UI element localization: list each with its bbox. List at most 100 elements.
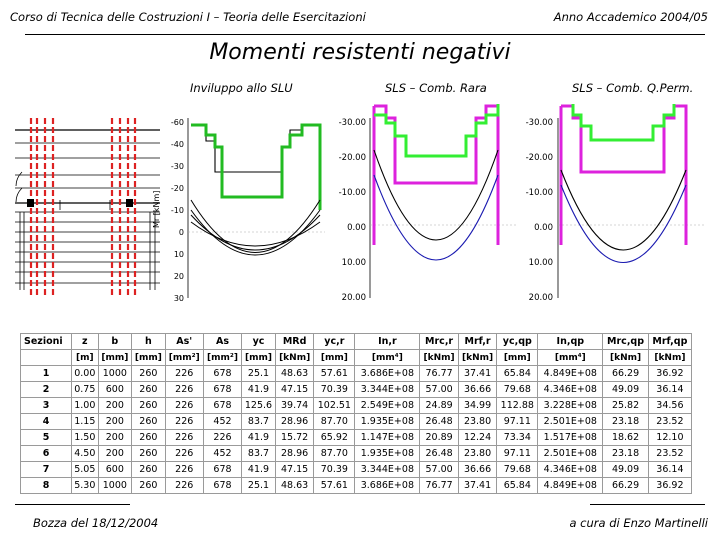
table-cell: 226 bbox=[202, 429, 243, 446]
table-cell: 452 bbox=[202, 445, 243, 462]
table-cell: 49.09 bbox=[602, 381, 649, 398]
table-cell: 36.14 bbox=[647, 381, 693, 398]
col-header: Mrc,r bbox=[419, 333, 459, 350]
caption-sls-rara: SLS – Comb. Rara bbox=[385, 81, 487, 95]
table-cell: 600 bbox=[97, 461, 133, 478]
col-header: z bbox=[71, 333, 99, 350]
table-cell: 34.56 bbox=[647, 397, 693, 414]
table-cell: 37.41 bbox=[457, 365, 498, 382]
col-header: Mrf,qp bbox=[647, 333, 693, 350]
caption-slu: Inviluppo allo SLU bbox=[190, 81, 293, 95]
table-row: 1 0.00 1000 260 226 678 25.1 48.63 57.61 3.686E+0… bbox=[19, 365, 693, 382]
table-cell: 4.50 bbox=[71, 445, 99, 462]
table-cell: 125.6 bbox=[241, 397, 276, 414]
table-cell: 1000 bbox=[97, 365, 133, 382]
table-cell: 24.89 bbox=[419, 397, 459, 414]
table-cell: 260 bbox=[131, 381, 166, 398]
col-header: In,qp bbox=[537, 333, 604, 350]
table-cell: 87.70 bbox=[313, 413, 356, 430]
qperm-tick: 10.00 bbox=[529, 258, 553, 268]
table-cell: 200 bbox=[97, 429, 133, 446]
unit-cell: [mm] bbox=[241, 349, 276, 366]
table-cell: 26.48 bbox=[419, 413, 459, 430]
table-cell: 87.70 bbox=[313, 445, 356, 462]
col-header: As bbox=[202, 333, 243, 350]
table-cell: 260 bbox=[131, 461, 166, 478]
table-cell: 3.228E+08 bbox=[537, 397, 604, 414]
table-cell: 260 bbox=[131, 365, 166, 382]
unit-cell: [mm⁴] bbox=[354, 349, 421, 366]
table-cell: 5.05 bbox=[71, 461, 99, 478]
col-header: yc,r bbox=[313, 333, 356, 350]
table-cell: 28.96 bbox=[274, 413, 315, 430]
col-header: MRd bbox=[274, 333, 315, 350]
rara-concrete-limit-line bbox=[372, 104, 500, 245]
rara-steel-limit-line bbox=[374, 104, 500, 158]
table-cell: 47.15 bbox=[274, 461, 315, 478]
qperm-tick: 0.00 bbox=[534, 223, 553, 233]
table-cell: 79.68 bbox=[496, 461, 539, 478]
table-cell: 23.52 bbox=[647, 445, 693, 462]
unit-cell: [mm] bbox=[131, 349, 166, 366]
table-cell: 226 bbox=[164, 381, 204, 398]
table-cell: 1000 bbox=[97, 477, 133, 494]
table-cell: 23.80 bbox=[457, 445, 498, 462]
table-cell: 23.52 bbox=[647, 413, 693, 430]
table-cell: 260 bbox=[131, 413, 166, 430]
unit-cell bbox=[19, 349, 73, 366]
page-title: Momenti resistenti negativi bbox=[209, 40, 511, 65]
section-number-cell: 1 bbox=[19, 365, 73, 382]
table-cell: 260 bbox=[131, 445, 166, 462]
table-cell: 28.96 bbox=[274, 445, 315, 462]
table-cell: 25.82 bbox=[602, 397, 649, 414]
col-header: h bbox=[131, 333, 166, 350]
header-divider bbox=[25, 34, 705, 35]
table-cell: 3.686E+08 bbox=[354, 477, 421, 494]
table-cell: 76.77 bbox=[419, 365, 459, 382]
table-cell: 3.344E+08 bbox=[354, 461, 421, 478]
table-cell: 226 bbox=[164, 397, 204, 414]
table-cell: 41.9 bbox=[241, 429, 276, 446]
table-cell: 226 bbox=[164, 429, 204, 446]
table-cell: 1.50 bbox=[71, 429, 99, 446]
sections-table: Sezioni z b h As' As yc MRd yc,r In,r Mr… bbox=[19, 333, 693, 494]
table-cell: 65.92 bbox=[313, 429, 356, 446]
rara-tick: 0.00 bbox=[347, 223, 366, 233]
slu-tick: -20 bbox=[171, 184, 184, 193]
table-cell: 23.18 bbox=[602, 445, 649, 462]
table-cell: 3.344E+08 bbox=[354, 381, 421, 398]
unit-cell: [m] bbox=[71, 349, 99, 366]
footer-divider-right bbox=[590, 504, 705, 505]
table-cell: 1.147E+08 bbox=[354, 429, 421, 446]
table-cell: 678 bbox=[202, 477, 243, 494]
table-cell: 65.84 bbox=[496, 477, 539, 494]
table-cell: 226 bbox=[164, 445, 204, 462]
table-cell: 2.549E+08 bbox=[354, 397, 421, 414]
support-left-marker bbox=[27, 199, 34, 207]
table-cell: 678 bbox=[202, 397, 243, 414]
table-cell: 4.346E+08 bbox=[537, 381, 604, 398]
table-cell: 41.9 bbox=[241, 461, 276, 478]
table-cell: 260 bbox=[131, 429, 166, 446]
slu-tick: 10 bbox=[174, 250, 184, 259]
table-row: 2 0.75 600 260 226 678 41.9 47.15 70.39 3.344E+08… bbox=[19, 381, 693, 398]
table-cell: 200 bbox=[97, 445, 133, 462]
qperm-tick: -30.00 bbox=[526, 118, 553, 128]
table-cell: 79.68 bbox=[496, 381, 539, 398]
table-cell: 41.9 bbox=[241, 381, 276, 398]
support-right-marker bbox=[126, 199, 133, 207]
unit-cell: [kNm] bbox=[457, 349, 498, 366]
table-cell: 48.63 bbox=[274, 365, 315, 382]
table-cell: 25.1 bbox=[241, 365, 276, 382]
author-credit: a cura di Enzo Martinelli bbox=[569, 516, 708, 530]
unit-cell: [mm] bbox=[496, 349, 539, 366]
rebar-section-lines bbox=[29, 118, 137, 296]
table-cell: 57.00 bbox=[419, 461, 459, 478]
table-cell: 26.48 bbox=[419, 445, 459, 462]
rara-tick: 20.00 bbox=[342, 293, 366, 303]
section-number-cell: 7 bbox=[19, 461, 73, 478]
table-cell: 57.61 bbox=[313, 477, 356, 494]
col-header: In,r bbox=[354, 333, 421, 350]
table-cell: 226 bbox=[164, 365, 204, 382]
unit-cell: [mm²] bbox=[164, 349, 204, 366]
